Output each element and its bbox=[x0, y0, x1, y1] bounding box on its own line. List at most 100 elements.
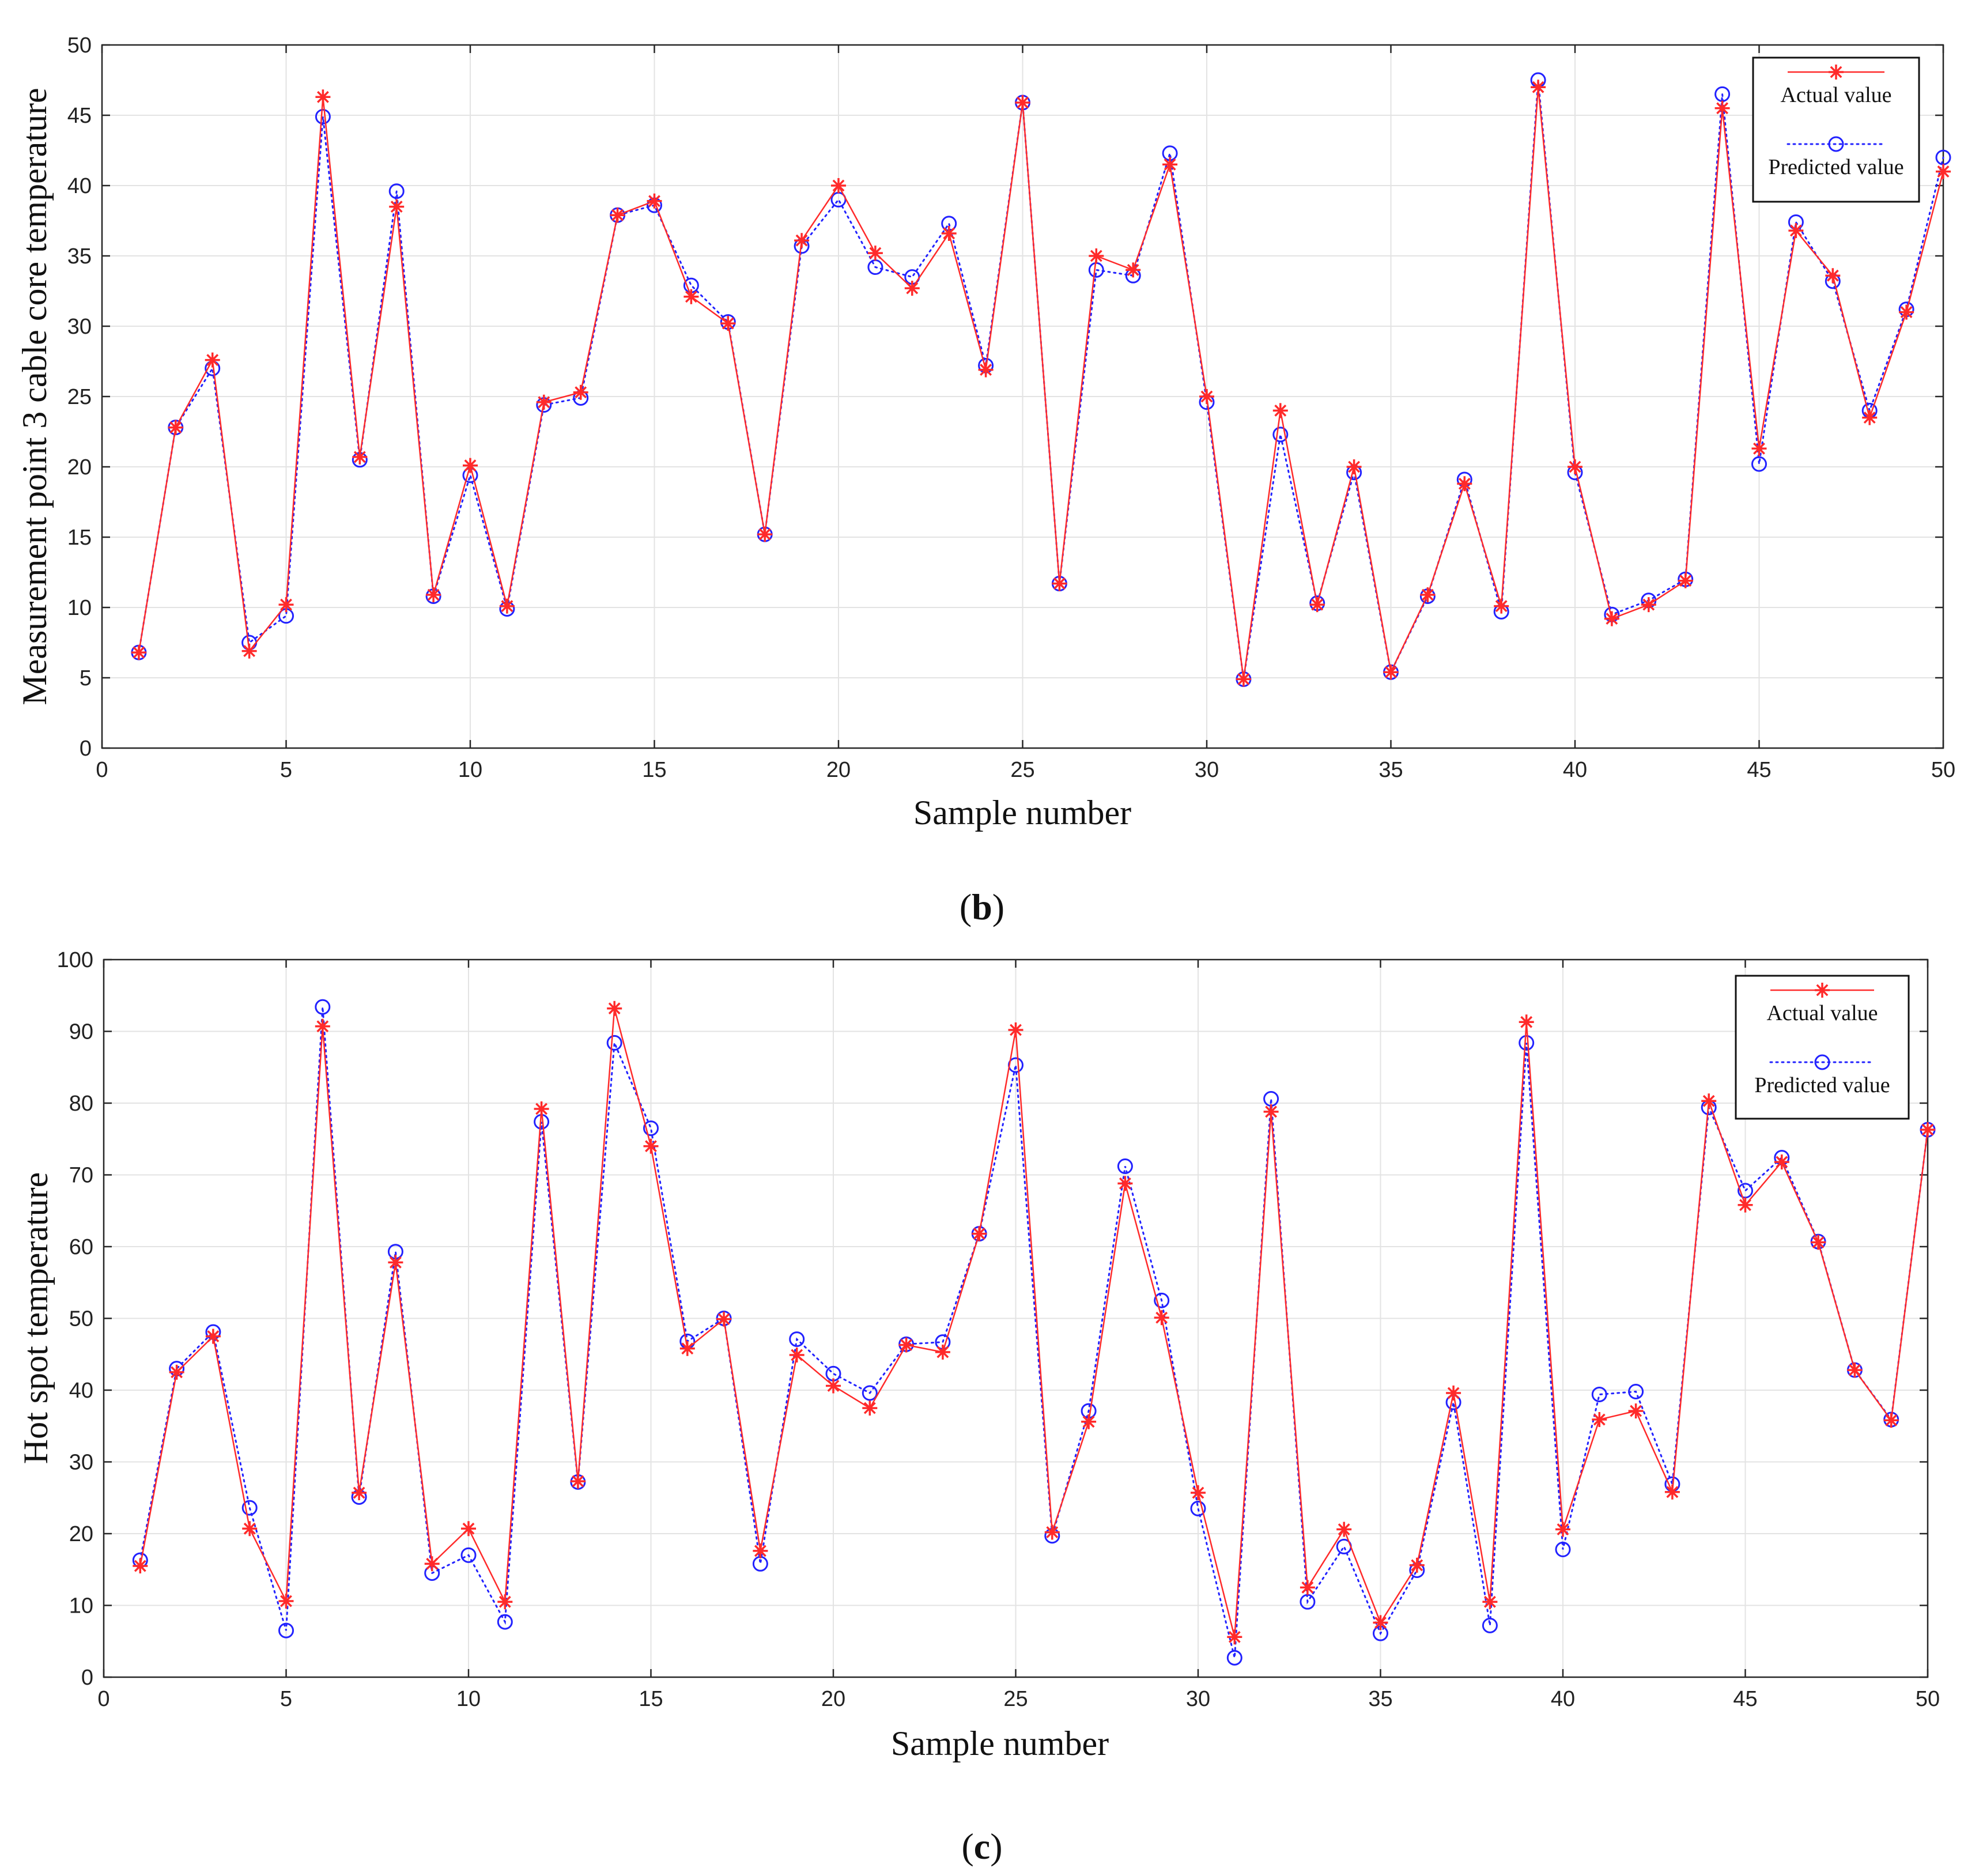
data-point-actual bbox=[352, 1485, 367, 1500]
legend-marker-predicted bbox=[1814, 1054, 1830, 1070]
y-tick-label: 90 bbox=[69, 1020, 93, 1044]
y-tick-label: 50 bbox=[69, 1307, 93, 1331]
x-tick-label: 45 bbox=[1733, 1687, 1757, 1711]
data-point-actual bbox=[315, 89, 331, 105]
y-tick-label: 0 bbox=[80, 737, 92, 761]
panel-c-caption: (c) bbox=[961, 1826, 1002, 1867]
data-point-predicted bbox=[1628, 1383, 1644, 1399]
data-point-predicted bbox=[497, 1614, 513, 1630]
data-point-predicted bbox=[460, 1547, 477, 1563]
data-point-actual bbox=[1089, 248, 1104, 263]
y-tick-label: 10 bbox=[69, 1594, 93, 1618]
data-point-actual bbox=[1199, 389, 1214, 404]
data-point-actual bbox=[1125, 262, 1141, 278]
data-point-predicted bbox=[1751, 456, 1767, 472]
data-point-predicted bbox=[1519, 1035, 1535, 1051]
data-point-actual bbox=[1191, 1485, 1206, 1500]
caption-close-paren: ) bbox=[990, 1826, 1002, 1867]
data-point-actual bbox=[169, 1364, 184, 1380]
data-point-actual bbox=[278, 1594, 294, 1609]
data-point-actual bbox=[720, 316, 736, 331]
data-point-actual bbox=[1420, 587, 1436, 602]
data-point-actual bbox=[315, 1018, 330, 1034]
data-point-actual bbox=[898, 1337, 914, 1353]
data-point-actual bbox=[1457, 476, 1472, 492]
x-tick-label: 50 bbox=[1931, 758, 1955, 782]
data-point-actual bbox=[1899, 304, 1914, 320]
y-tick-label: 100 bbox=[57, 948, 93, 972]
data-point-actual bbox=[1008, 1022, 1023, 1037]
data-point-predicted bbox=[1482, 1617, 1498, 1633]
data-point-actual bbox=[1811, 1235, 1826, 1250]
data-point-actual bbox=[826, 1378, 841, 1394]
data-point-actual bbox=[1825, 268, 1841, 284]
data-point-predicted bbox=[1154, 1292, 1170, 1308]
x-tick-label: 20 bbox=[826, 758, 851, 782]
data-point-actual bbox=[463, 458, 478, 473]
data-point-predicted bbox=[789, 1331, 805, 1347]
y-tick-label: 40 bbox=[69, 1379, 93, 1403]
y-tick-label: 45 bbox=[67, 104, 92, 128]
data-point-actual bbox=[935, 1345, 950, 1360]
data-point-actual bbox=[1227, 1629, 1242, 1645]
data-point-actual bbox=[867, 246, 883, 261]
data-point-actual bbox=[205, 352, 220, 368]
x-tick-label: 30 bbox=[1195, 758, 1219, 782]
data-point-actual bbox=[536, 394, 552, 410]
data-point-actual bbox=[1346, 459, 1362, 474]
legend-marker-actual bbox=[1815, 983, 1830, 998]
data-point-predicted bbox=[315, 999, 331, 1015]
data-point-predicted bbox=[278, 1622, 294, 1639]
data-point-actual bbox=[794, 233, 810, 248]
data-point-actual bbox=[753, 1543, 768, 1558]
data-point-actual bbox=[1494, 598, 1509, 614]
data-point-actual bbox=[133, 1558, 148, 1573]
data-point-actual bbox=[1446, 1386, 1461, 1401]
panel-c-ticks: 0 5 10 15 20 25 30 35 40 45 50 0 10 20 30 40 50 60 70 80 90 1… bbox=[57, 948, 1940, 1711]
data-point-actual bbox=[242, 1521, 258, 1537]
caption-open-paren: ( bbox=[960, 886, 972, 927]
data-point-actual bbox=[1383, 665, 1399, 680]
x-tick-label: 15 bbox=[642, 758, 666, 782]
data-point-actual bbox=[1272, 403, 1288, 418]
data-point-actual bbox=[1236, 671, 1251, 687]
data-point-actual bbox=[205, 1328, 221, 1344]
data-point-actual bbox=[1738, 1197, 1753, 1213]
x-tick-label: 20 bbox=[821, 1687, 845, 1711]
y-tick-label: 80 bbox=[69, 1092, 93, 1116]
legend-box bbox=[1735, 975, 1910, 1120]
data-point-actual bbox=[497, 1594, 513, 1610]
legend-marker-actual bbox=[1829, 65, 1844, 80]
data-point-actual bbox=[1774, 1154, 1789, 1170]
data-point-actual bbox=[1162, 157, 1178, 172]
data-point-actual bbox=[757, 527, 773, 542]
data-point-actual bbox=[1714, 100, 1730, 116]
panel-b: 0 5 10 15 20 25 30 35 40 45 50 0 5 10 15 20 25 30 35 40 45 50… bbox=[16, 33, 1955, 927]
data-point-actual bbox=[426, 587, 441, 602]
data-point-actual bbox=[570, 1474, 586, 1489]
data-point-actual bbox=[1015, 95, 1030, 110]
data-point-predicted bbox=[862, 1385, 878, 1401]
data-point-actual bbox=[461, 1521, 476, 1537]
data-point-actual bbox=[499, 598, 515, 614]
legend-box bbox=[1752, 56, 1920, 203]
y-tick-label: 50 bbox=[67, 33, 92, 58]
data-point-predicted bbox=[606, 1035, 622, 1051]
data-point-actual bbox=[679, 1341, 695, 1356]
data-point-actual bbox=[1883, 1413, 1899, 1428]
panel-c-y-axis-label: Hot spot temperature bbox=[17, 1172, 55, 1464]
y-tick-label: 25 bbox=[67, 385, 92, 409]
x-tick-label: 35 bbox=[1368, 1687, 1392, 1711]
data-point-actual bbox=[131, 645, 146, 660]
x-tick-label: 50 bbox=[1916, 1687, 1940, 1711]
data-point-actual bbox=[1309, 597, 1325, 613]
y-tick-label: 5 bbox=[80, 666, 92, 690]
data-point-actual bbox=[1641, 597, 1656, 613]
y-tick-label: 70 bbox=[69, 1164, 93, 1188]
data-point-actual bbox=[1052, 576, 1067, 591]
data-point-actual bbox=[978, 362, 994, 378]
data-point-actual bbox=[1847, 1362, 1863, 1378]
data-point-actual bbox=[1862, 410, 1878, 425]
panel-c: 0 5 10 15 20 25 30 35 40 45 50 0 10 20 30 40 50 60 70 80 90 1… bbox=[17, 948, 1940, 1867]
